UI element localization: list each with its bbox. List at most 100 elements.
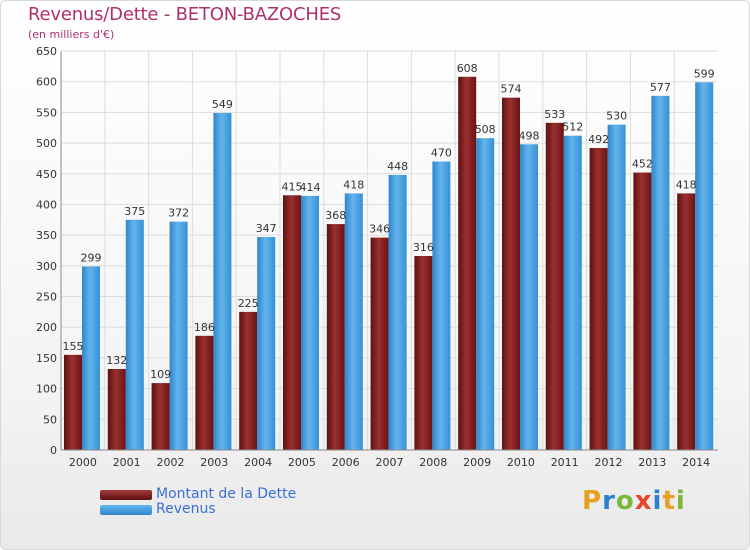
logo-letter: r (602, 486, 616, 516)
proxiti-logo: Proxiti (582, 486, 686, 516)
bar-debt (283, 195, 301, 450)
bar-revenue (563, 135, 582, 451)
x-tick-label: 2014 (682, 456, 710, 469)
data-label-revenue: 418 (343, 178, 364, 191)
legend-swatch-revenue (100, 505, 152, 515)
data-label-revenue: 414 (300, 181, 321, 194)
bar-revenue (301, 195, 319, 450)
bar-debt (414, 256, 433, 450)
bar-revenue (82, 266, 100, 450)
data-label-debt: 452 (632, 158, 653, 171)
data-label-debt: 132 (106, 354, 127, 367)
logo-letter: t (662, 486, 676, 516)
data-label-revenue: 372 (168, 207, 189, 220)
bar-revenue (432, 161, 451, 450)
bar-debt (239, 311, 258, 450)
logo-letter: i (675, 486, 686, 516)
bar-debt (64, 354, 82, 450)
x-tick-label: 2010 (507, 456, 535, 469)
bar-debt (458, 76, 477, 450)
bar-revenue (520, 144, 538, 450)
bar-revenue (169, 221, 188, 450)
y-tick-label: 500 (36, 137, 57, 150)
data-label-debt: 533 (544, 108, 565, 121)
data-label-debt: 415 (282, 180, 303, 193)
legend-label-revenue: Revenus (156, 501, 216, 517)
chart-title: Revenus/Dette - BETON-BAZOCHES (28, 4, 342, 25)
bar-debt (107, 368, 126, 450)
bar-revenue (388, 174, 407, 450)
data-label-revenue: 549 (212, 98, 233, 111)
x-tick-label: 2000 (69, 456, 97, 469)
data-label-debt: 225 (238, 297, 259, 310)
bar-revenue (651, 95, 670, 451)
data-label-revenue: 498 (519, 129, 540, 142)
data-label-debt: 186 (194, 321, 215, 334)
y-tick-label: 600 (36, 76, 57, 89)
bar-debt (502, 97, 520, 450)
legend-label-debt: Montant de la Dette (156, 486, 297, 502)
bar-debt (545, 122, 564, 450)
data-label-debt: 418 (676, 178, 697, 191)
bar-revenue (695, 82, 714, 450)
y-tick-label: 400 (36, 198, 57, 211)
y-tick-label: 250 (36, 291, 57, 304)
data-label-revenue: 375 (124, 205, 145, 218)
x-tick-label: 2007 (376, 456, 404, 469)
y-tick-label: 550 (36, 106, 57, 119)
x-tick-label: 2002 (157, 456, 185, 469)
bars (64, 76, 714, 451)
bar-debt (589, 147, 608, 451)
data-label-debt: 109 (150, 368, 171, 381)
bar-revenue (476, 138, 495, 451)
data-label-debt: 608 (457, 62, 478, 75)
data-label-revenue: 577 (650, 81, 671, 94)
data-label-debt: 574 (501, 83, 522, 96)
data-label-revenue: 512 (562, 121, 583, 134)
data-label-debt: 346 (369, 223, 390, 236)
x-tick-label: 2008 (419, 456, 447, 469)
y-tick-label: 200 (36, 321, 57, 334)
chart-subtitle: (en milliers d'€) (28, 28, 115, 41)
y-tick-label: 650 (36, 45, 57, 58)
bar-debt (370, 237, 389, 450)
x-tick-label: 2004 (244, 456, 272, 469)
y-tick-label: 50 (43, 413, 57, 426)
bar-revenue (125, 219, 144, 450)
y-tick-label: 300 (36, 260, 57, 273)
x-tick-label: 2012 (595, 456, 623, 469)
logo-letter: o (615, 486, 635, 516)
logo-letter: i (652, 486, 663, 516)
data-label-revenue: 347 (256, 222, 277, 235)
bar-revenue (607, 124, 626, 451)
bar-revenue (213, 112, 232, 450)
data-label-debt: 368 (325, 209, 346, 222)
x-tick-label: 2005 (288, 456, 316, 469)
legend-swatch-debt (100, 490, 152, 500)
bar-revenue (344, 193, 363, 451)
y-tick-label: 450 (36, 168, 57, 181)
bar-debt (677, 193, 696, 451)
logo-letter: P (582, 486, 603, 516)
bar-debt (195, 335, 214, 450)
x-tick-label: 2013 (638, 456, 666, 469)
x-tick-label: 2009 (463, 456, 491, 469)
data-label-revenue: 599 (694, 67, 715, 80)
x-tick-label: 2006 (332, 456, 360, 469)
bar-debt (151, 383, 170, 450)
axes: 0 50 100 150 200 250 300 350 400 450 500 550 600 650 2… (36, 45, 718, 469)
x-tick-label: 2003 (200, 456, 228, 469)
y-tick-label: 350 (36, 229, 57, 242)
data-label-debt: 316 (413, 241, 434, 254)
data-label-debt: 492 (588, 133, 609, 146)
data-label-revenue: 530 (606, 110, 627, 123)
data-label-revenue: 508 (475, 123, 496, 136)
bar-debt (326, 224, 345, 450)
data-label-revenue: 299 (81, 251, 102, 264)
x-tick-label: 2001 (113, 456, 141, 469)
bar-debt (633, 172, 652, 450)
y-tick-label: 150 (36, 352, 57, 365)
logo-letter: x (634, 486, 653, 516)
data-label-revenue: 448 (387, 160, 408, 173)
